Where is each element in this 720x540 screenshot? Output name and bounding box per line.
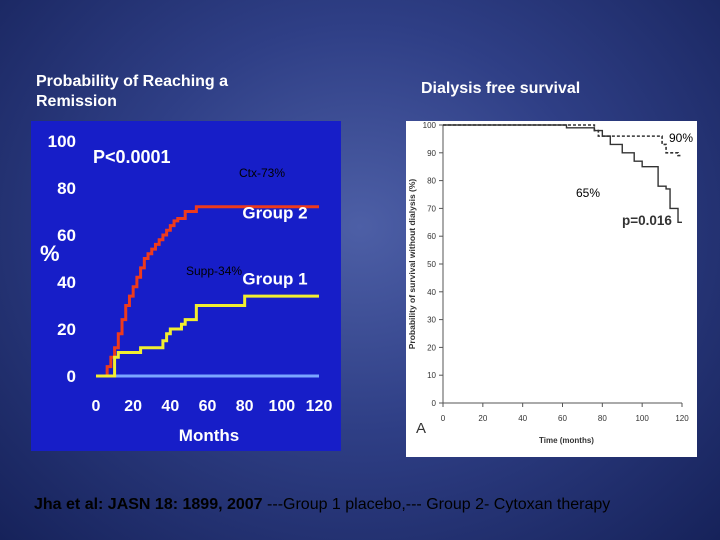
y-tick-label: 40 xyxy=(57,273,76,292)
y-tick-label: 0 xyxy=(67,367,76,386)
group2-line xyxy=(96,205,319,378)
y-tick-label: 30 xyxy=(427,316,436,325)
x-tick-label: 100 xyxy=(635,414,649,423)
dialysis-chart: 0 10 20 30 40 50 60 70 80 90 100 0 20 40 60 80 100 120 Tim… xyxy=(406,121,697,457)
y-tick-label: 0 xyxy=(432,399,437,408)
group1-series-label: Group 1 xyxy=(242,269,307,288)
x-tick-label: 100 xyxy=(268,398,295,415)
y-tick-label: 70 xyxy=(427,204,436,213)
p-value-label: p=0.016 xyxy=(622,213,672,228)
solid-survival-line xyxy=(443,124,682,223)
pct90-annotation: 90% xyxy=(669,131,694,145)
panel-label: A xyxy=(416,420,426,437)
x-tick-label: 0 xyxy=(92,398,101,415)
x-tick-label: 60 xyxy=(199,398,217,415)
dialysis-chart-svg: 0 10 20 30 40 50 60 70 80 90 100 0 20 40 60 80 100 120 Tim… xyxy=(407,121,689,445)
citation-main: Jha et al: JASN 18: 1899, 2007 xyxy=(34,496,268,513)
y-tick-label: 100 xyxy=(48,132,76,151)
group1-line xyxy=(96,294,319,378)
x-axis-label: Months xyxy=(179,426,239,445)
dashed-survival-line xyxy=(443,124,682,157)
y-axis-label: Probability of survival without dialysis… xyxy=(407,179,417,350)
citation-footer: Jha et al: JASN 18: 1899, 2007 ---Group … xyxy=(34,496,610,514)
remission-chart-svg: 0 20 40 60 80 100 0 20 40 60 80 100 120 Months% P<0.00… xyxy=(40,132,333,445)
x-tick-label: 40 xyxy=(518,414,527,423)
x-tick-label: 80 xyxy=(236,398,254,415)
x-tick-label: 120 xyxy=(675,414,689,423)
x-tick-label: 60 xyxy=(558,414,567,423)
y-tick-label: 50 xyxy=(427,260,436,269)
y-tick-label: 20 xyxy=(57,320,76,339)
ctx-annotation: Ctx-73% xyxy=(239,166,286,180)
y-tick-label: 60 xyxy=(427,232,436,241)
x-axis-label: Time (months) xyxy=(539,436,594,445)
x-tick-label: 20 xyxy=(478,414,487,423)
y-tick-label: 40 xyxy=(427,288,436,297)
y-tick-label: 100 xyxy=(423,121,437,130)
x-tick-label: 20 xyxy=(124,398,142,415)
y-tick-label: 80 xyxy=(57,179,76,198)
y-tick-label: 10 xyxy=(427,371,436,380)
y-axis-label: % xyxy=(40,241,60,266)
right-chart-title: Dialysis free survival xyxy=(421,80,581,97)
pct65-annotation: 65% xyxy=(576,186,601,200)
left-chart-title: Probability of Reaching a Remission xyxy=(36,73,229,110)
citation-rest: ---Group 1 placebo,--- Group 2- Cytoxan … xyxy=(267,496,611,513)
p-value-label: P<0.0001 xyxy=(93,147,171,167)
y-tick-label: 90 xyxy=(427,149,436,158)
y-tick-label: 80 xyxy=(427,177,436,186)
x-tick-label: 0 xyxy=(441,414,446,423)
x-tick-label: 40 xyxy=(161,398,179,415)
y-tick-label: 60 xyxy=(57,226,76,245)
group2-series-label: Group 2 xyxy=(242,204,307,223)
remission-chart: 0 20 40 60 80 100 0 20 40 60 80 100 120 Months% P<0.00… xyxy=(31,121,341,451)
supp-annotation: Supp-34% xyxy=(186,264,243,278)
x-tick-label: 120 xyxy=(306,398,333,415)
x-tick-label: 80 xyxy=(598,414,607,423)
y-tick-label: 20 xyxy=(427,343,436,352)
